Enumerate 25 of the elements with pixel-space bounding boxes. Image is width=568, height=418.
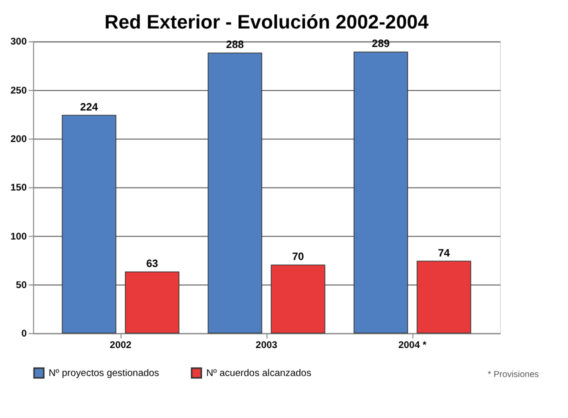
x-tick-label: 2004 *: [398, 340, 427, 352]
y-tick-label: 100: [10, 231, 27, 242]
data-label: 63: [146, 258, 158, 270]
data-label: 74: [438, 247, 450, 260]
text: * Provisiones: [488, 368, 540, 379]
bar: [416, 260, 472, 334]
legend-label: Nº acuerdos alcanzados: [206, 368, 312, 379]
bar: [354, 52, 408, 334]
data-label: 288: [226, 39, 244, 52]
x-tick-label: 2002: [110, 340, 132, 352]
bar: [124, 271, 180, 334]
y-tick-label: 0: [21, 328, 27, 340]
y-tick-label: 250: [10, 85, 27, 96]
data-label: 224: [80, 101, 98, 114]
y-tick-label: 200: [10, 134, 27, 146]
bar: [270, 264, 326, 334]
y-tick-label: 300: [10, 36, 27, 48]
y-tick-label: 150: [10, 182, 27, 194]
legend-label: Nº proyectos gestionados: [48, 368, 160, 379]
y-tick-label: 50: [16, 280, 27, 291]
data-label: 70: [292, 251, 304, 264]
bar: [208, 52, 262, 334]
bar: [62, 114, 116, 334]
x-tick-label: 2003: [256, 340, 278, 352]
chart-title: Red Exterior - Evolución 2002-2004: [104, 12, 429, 34]
